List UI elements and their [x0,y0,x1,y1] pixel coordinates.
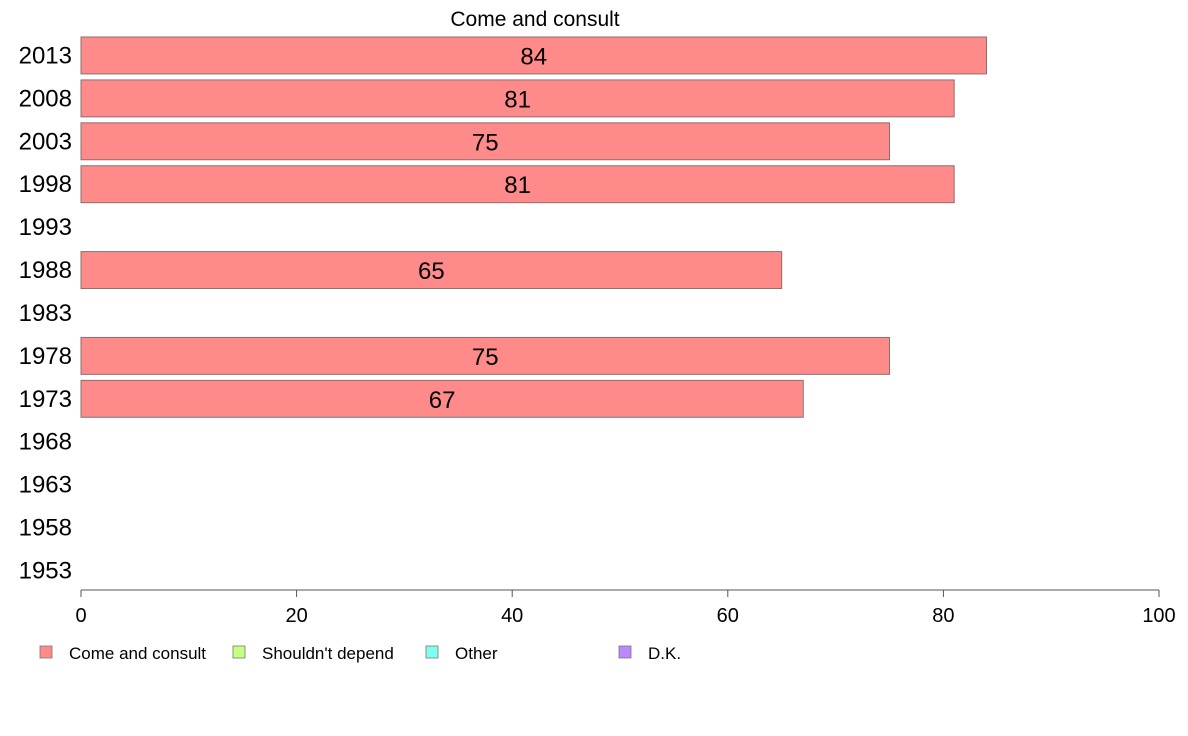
x-tick-label-0: 0 [75,605,86,627]
y-tick-label-2008: 2008 [19,85,72,112]
legend-swatch-2 [425,645,439,659]
data-label-1998: 81 [504,172,531,199]
y-tick-label-1993: 1993 [19,214,72,241]
data-label-2008: 81 [504,86,531,113]
y-tick-label-1963: 1963 [19,472,72,499]
bar-1998 [80,165,955,204]
y-tick-label-1973: 1973 [19,386,72,413]
y-tick-label-1978: 1978 [19,343,72,370]
y-tick-label-1968: 1968 [19,429,72,456]
y-tick-label-1983: 1983 [19,300,72,327]
legend-swatch-1 [232,645,246,659]
chart-title: Come and consult [450,8,619,31]
y-tick-label-1998: 1998 [19,171,72,198]
y-tick-label-1988: 1988 [19,257,72,284]
data-label-1988: 65 [418,258,445,285]
legend-label-1: Shouldn't depend [262,644,394,663]
legend-label-3: D.K. [648,644,681,663]
x-tick-label-100: 100 [1142,605,1175,627]
legend-label-0: Come and consult [69,644,206,663]
data-label-2003: 75 [472,129,499,156]
x-axis: 0 20 40 60 80 100 [75,589,1176,627]
data-label-1978: 75 [472,344,499,371]
legend-label-2: Other [455,644,498,663]
y-tick-label-1958: 1958 [19,515,72,542]
bar-1973 [80,379,804,418]
legend-swatch-0 [39,645,53,659]
legend: Come and consult Shouldn't depend Other D.K… [39,644,681,663]
y-tick-label-2013: 2013 [19,42,72,69]
data-label-2013: 84 [520,43,547,70]
y-axis-labels: 2013 2008 2003 1998 1993 1988 1983 1978 1973 1968… [19,42,72,584]
bar-2008 [80,79,955,118]
bar-1978 [80,336,890,375]
x-tick-label-60: 60 [717,605,739,627]
y-tick-label-2003: 2003 [19,128,72,155]
data-label-1973: 67 [429,387,456,414]
legend-swatch-3 [618,645,632,659]
bar-2003 [80,122,890,161]
bar-1988 [80,251,783,290]
bar-2013 [80,36,988,75]
x-tick-label-80: 80 [932,605,954,627]
x-tick-label-20: 20 [285,605,307,627]
x-tick-label-40: 40 [501,605,523,627]
y-tick-label-1953: 1953 [19,558,72,585]
